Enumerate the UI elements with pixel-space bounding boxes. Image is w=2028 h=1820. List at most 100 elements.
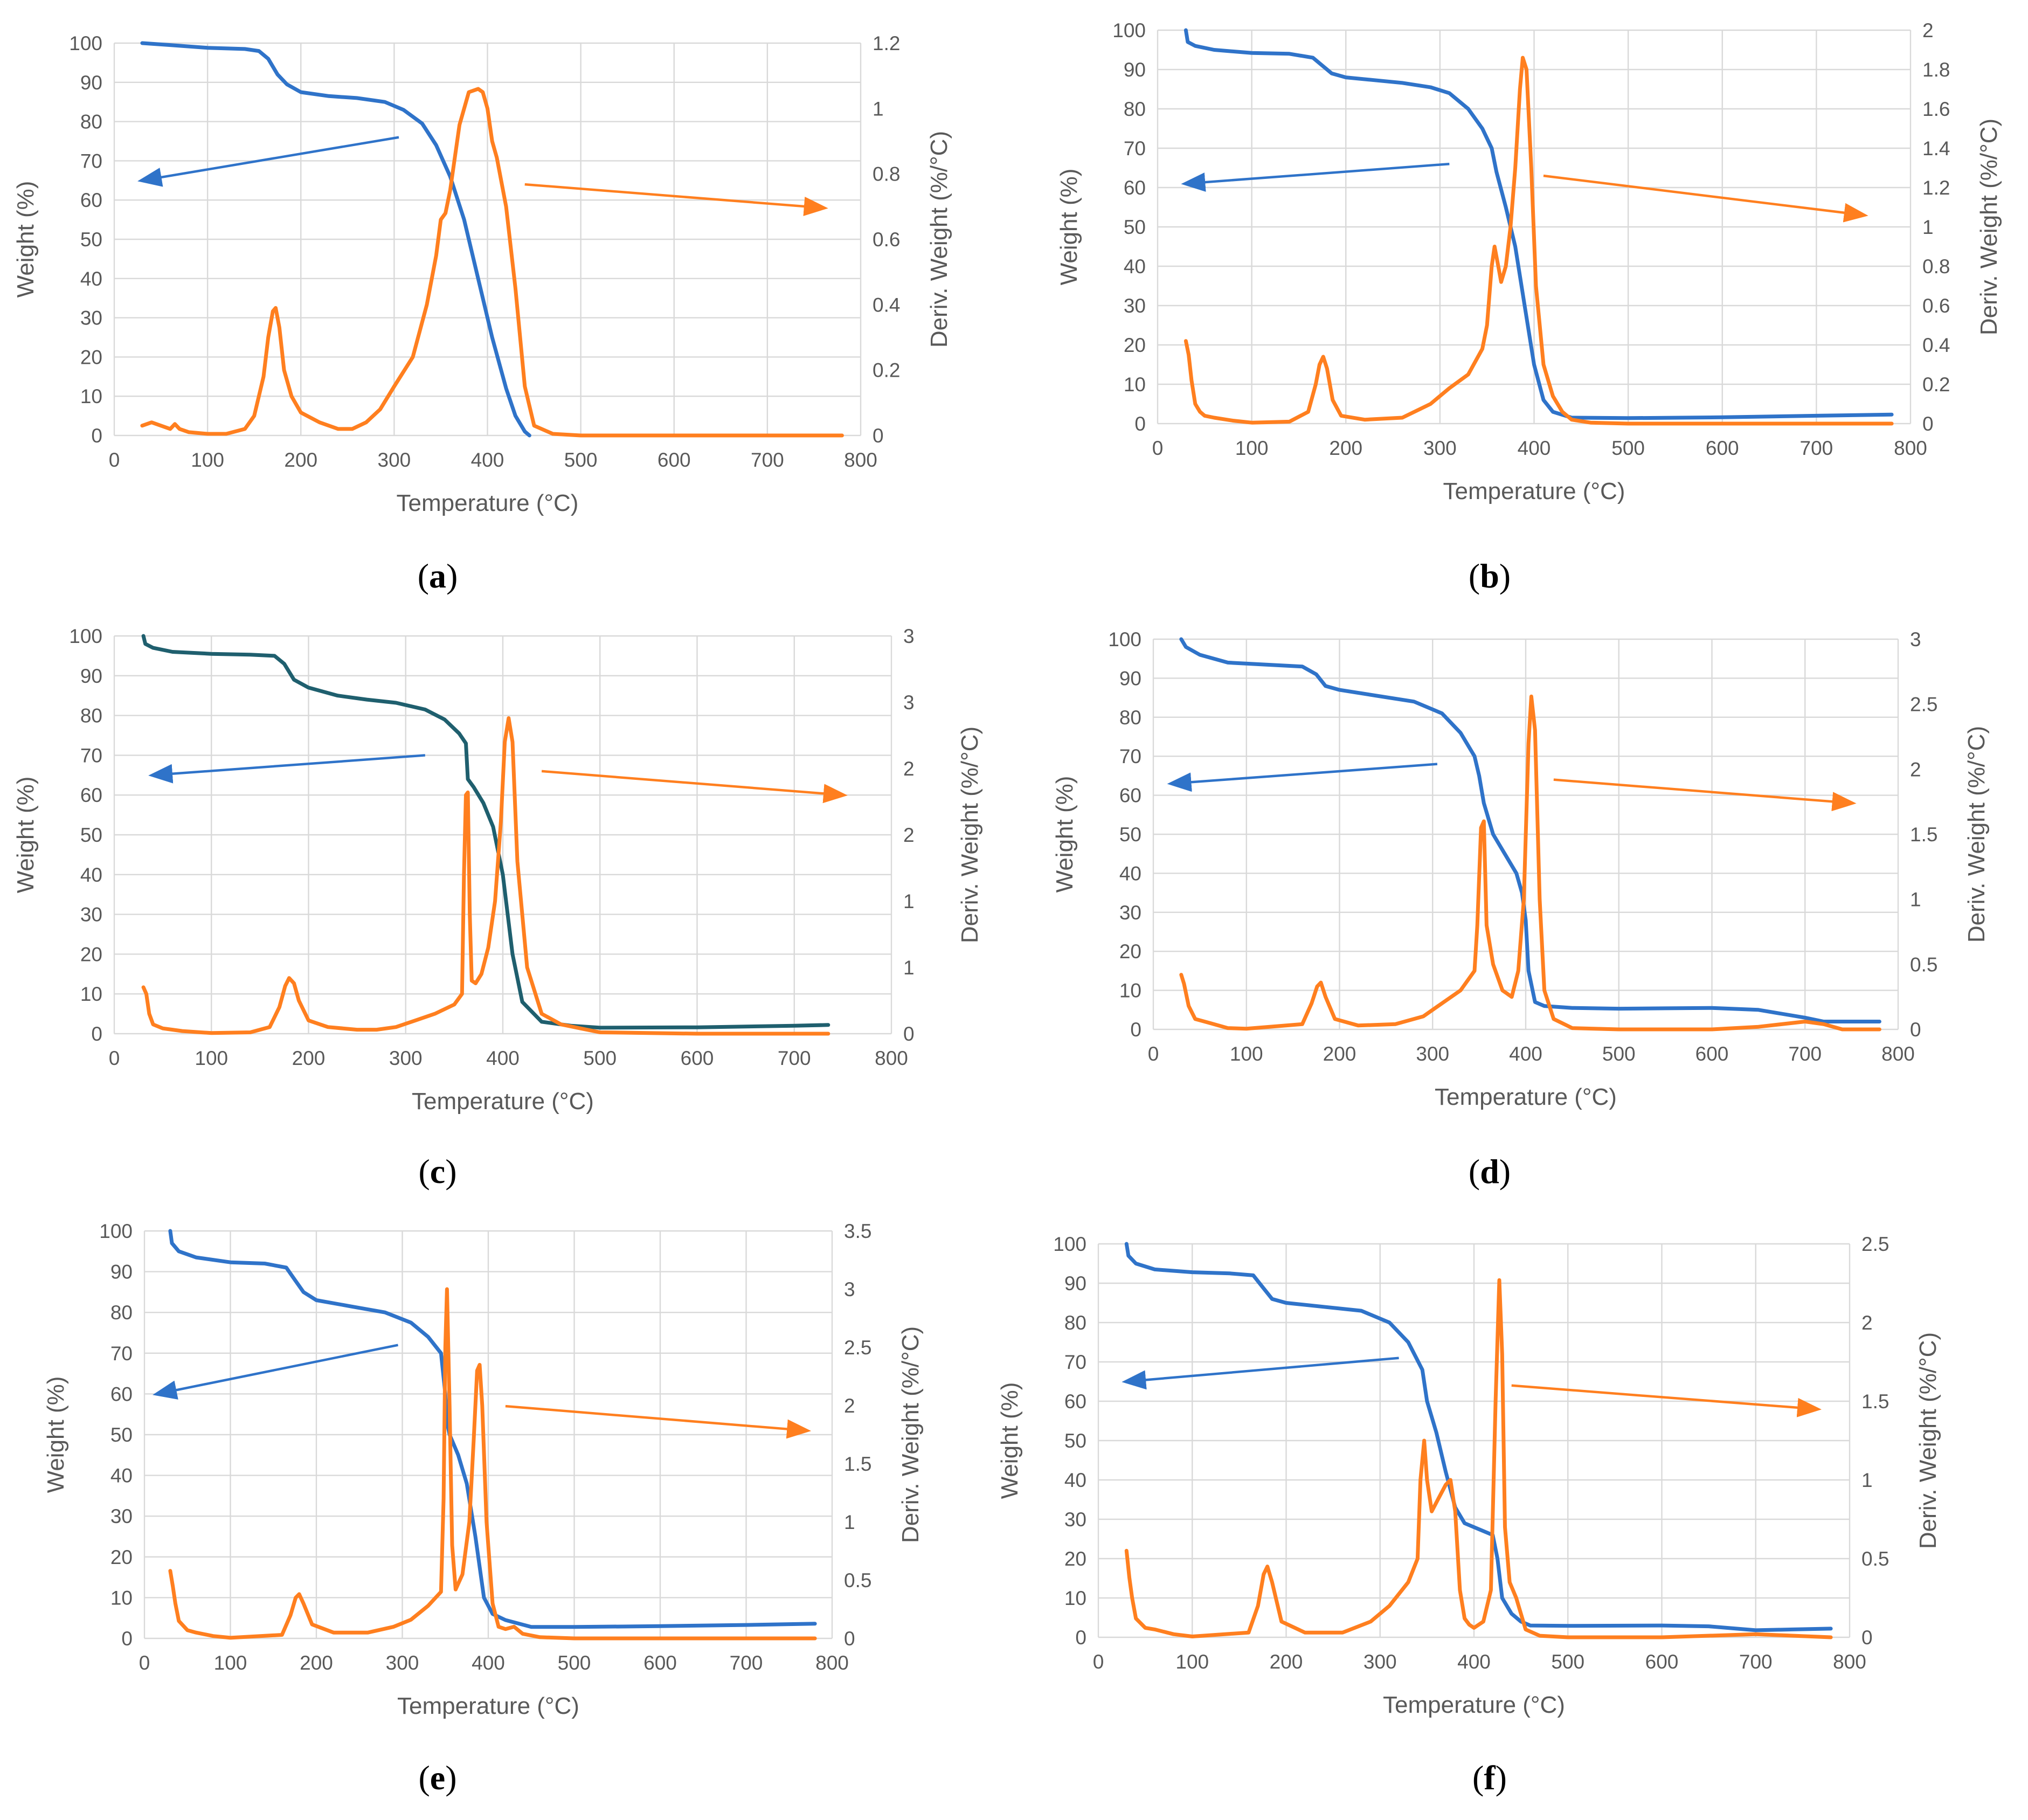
y-tick-label: 90 (110, 1261, 133, 1283)
y2-tick-label: 1 (903, 890, 915, 912)
deriv-weight-line (141, 716, 830, 1036)
x-tick-label: 400 (1518, 437, 1551, 459)
y2-tick-label: 0.4 (1922, 334, 1950, 356)
y-axis-label: Weight (%) (996, 1382, 1023, 1499)
x-tick-label: 800 (844, 449, 877, 471)
y-tick-label: 90 (1119, 667, 1141, 689)
y2-tick-label: 0.8 (873, 163, 900, 185)
panel-letter: e (430, 1759, 445, 1797)
y-tick-label: 80 (1124, 98, 1146, 120)
y-tick-label: 30 (80, 307, 102, 329)
y-tick-label: 30 (1064, 1508, 1086, 1531)
x-tick-label: 200 (1270, 1651, 1303, 1673)
y2-tick-label: 2.5 (1910, 694, 1937, 716)
y-tick-label: 10 (1064, 1587, 1086, 1609)
deriv-weight-line (1183, 56, 1894, 426)
y2-tick-label: 3 (903, 691, 915, 714)
x-tick-label: 300 (1416, 1043, 1449, 1065)
deriv-axis-arrow (541, 770, 848, 804)
y-tick-label: 70 (80, 150, 102, 172)
y2-tick-label: 0.5 (844, 1569, 871, 1591)
y-axis-label: Weight (%) (43, 1376, 69, 1493)
y2-tick-label: 1 (1922, 216, 1934, 238)
y2-tick-label: 1 (844, 1511, 855, 1533)
x-tick-label: 100 (1230, 1043, 1263, 1065)
y-tick-label: 100 (1053, 1233, 1086, 1255)
panel-caption: (d) (1469, 1152, 1511, 1191)
x-tick-label: 200 (1329, 437, 1362, 459)
y-tick-label: 10 (1119, 980, 1141, 1002)
panel-letter: b (1480, 557, 1499, 595)
x-tick-label: 300 (378, 449, 411, 471)
weight-line (1183, 28, 1894, 420)
x-tick-label: 700 (1788, 1043, 1822, 1065)
y-tick-label: 40 (1124, 255, 1146, 278)
y-tick-label: 70 (1064, 1351, 1086, 1373)
x-tick-label: 300 (386, 1652, 419, 1674)
y-tick-label: 10 (1124, 373, 1146, 396)
y-tick-label: 60 (80, 189, 102, 211)
x-tick-label: 600 (1706, 437, 1739, 459)
x-tick-label: 500 (583, 1047, 617, 1069)
weight-axis-arrow (148, 754, 425, 784)
y-tick-label: 40 (1119, 862, 1141, 884)
y2-tick-label: 0.4 (873, 294, 900, 316)
x-tick-label: 300 (389, 1047, 423, 1069)
chart-panel-d: 0 100 200 300 400 500 600 700 800010203040506070… (1051, 628, 1990, 1191)
y2-tick-label: 0 (1861, 1627, 1873, 1649)
deriv-weight-line (1124, 1278, 1833, 1639)
x-tick-label: 200 (1323, 1043, 1356, 1065)
y2-axis-label: Deriv. Weight (%/°C) (957, 726, 983, 943)
x-tick-label: 300 (1423, 437, 1457, 459)
y-tick-label: 100 (99, 1220, 133, 1242)
panel-caption: (f) (1472, 1759, 1507, 1797)
y-tick-label: 0 (1130, 1019, 1141, 1041)
y-tick-label: 70 (1119, 745, 1141, 767)
y-tick-label: 60 (110, 1383, 133, 1405)
x-tick-label: 600 (1645, 1651, 1679, 1673)
x-tick-label: 100 (1175, 1651, 1209, 1673)
x-axis-label: Temperature (°C) (397, 1693, 579, 1719)
y2-tick-label: 2 (844, 1395, 855, 1417)
y2-tick-label: 1 (1910, 889, 1921, 911)
x-tick-label: 600 (681, 1047, 714, 1069)
weight-line (1124, 1242, 1833, 1632)
y2-tick-label: 0 (903, 1023, 915, 1045)
weight-axis-arrow (1167, 763, 1438, 792)
x-tick-label: 400 (471, 449, 504, 471)
x-tick-label: 300 (1363, 1651, 1397, 1673)
x-axis-label: Temperature (°C) (1443, 478, 1625, 504)
weight-line (140, 41, 531, 438)
x-tick-label: 500 (558, 1652, 591, 1674)
deriv-weight-line (140, 87, 844, 438)
y-tick-label: 0 (121, 1628, 133, 1650)
x-tick-label: 700 (730, 1652, 763, 1674)
x-tick-label: 0 (1148, 1043, 1159, 1065)
deriv-axis-arrow (524, 183, 828, 216)
y2-axis-label: Deriv. Weight (%/°C) (1915, 1332, 1941, 1549)
y-tick-label: 30 (80, 904, 102, 926)
y2-tick-label: 0 (873, 425, 884, 447)
y2-tick-label: 1.5 (844, 1453, 871, 1475)
y-tick-label: 60 (1124, 177, 1146, 199)
x-tick-label: 400 (1509, 1043, 1542, 1065)
deriv-weight-line (168, 1287, 817, 1641)
y-tick-label: 0 (1075, 1627, 1086, 1649)
y2-axis-label: Deriv. Weight (%/°C) (1963, 726, 1990, 943)
y2-tick-label: 2 (1861, 1312, 1873, 1334)
y2-tick-label: 1.4 (1922, 137, 1950, 160)
y2-tick-label: 0.8 (1922, 255, 1950, 278)
deriv-axis-arrow (1543, 174, 1868, 223)
y2-tick-label: 3.5 (844, 1220, 871, 1242)
y-tick-label: 30 (1124, 295, 1146, 317)
y-tick-label: 20 (80, 346, 102, 368)
weight-axis-arrow (1122, 1357, 1399, 1390)
y2-tick-label: 0.6 (1922, 295, 1950, 317)
panel-letter: d (1480, 1152, 1499, 1191)
y-tick-label: 60 (1119, 785, 1141, 807)
y2-tick-label: 3 (1910, 628, 1921, 651)
chart-panel-e: 0 100 200 300 400 500 600 700 800010203040506070… (43, 1220, 924, 1797)
y-tick-label: 10 (80, 983, 102, 1005)
y2-tick-label: 1.6 (1922, 98, 1950, 120)
